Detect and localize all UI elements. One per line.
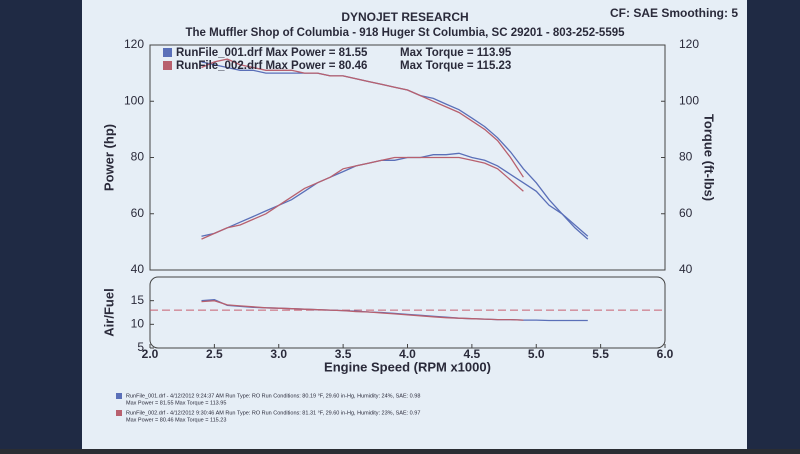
company: DYNOJET RESEARCH — [341, 10, 468, 24]
y-tick-label: 80 — [131, 150, 145, 164]
series-line — [201, 156, 524, 240]
x-tick-label: 4.5 — [464, 347, 481, 361]
footer-swatch — [116, 410, 122, 416]
legend-label: Max Torque = 115.23 — [400, 60, 511, 72]
paper — [82, 0, 747, 449]
series-line — [201, 58, 524, 178]
x-tick-label: 4.0 — [399, 347, 416, 361]
y2-tick-label: 60 — [679, 206, 693, 220]
y2-tick-label: 80 — [679, 150, 693, 164]
y2-tick-label: 100 — [679, 93, 699, 107]
legend-swatch — [163, 48, 172, 57]
x-tick-label: 6.0 — [657, 347, 674, 361]
footer-line: Max Power = 81.55 Max Torque = 113.95 — [126, 400, 226, 406]
x-tick-label: 2.0 — [142, 347, 159, 361]
legend-label: RunFile_002.drf Max Power = 80.46 — [176, 60, 367, 72]
y-tick-label: 5 — [137, 340, 144, 354]
series-line — [201, 152, 589, 237]
y-axis-label: Power (hp) — [101, 124, 116, 191]
x-tick-label: 5.5 — [592, 347, 609, 361]
y2-axis-label: Torque (ft-lbs) — [702, 114, 717, 201]
series-line — [201, 300, 524, 321]
y2-tick-label: 120 — [679, 37, 699, 51]
footer-swatch — [116, 393, 122, 399]
legend-swatch — [163, 61, 172, 70]
footer-line: RunFile_001.drf - 4/12/2012 9:24:37 AM R… — [126, 393, 420, 399]
settings: CF: SAE Smoothing: 5 — [610, 6, 738, 20]
y-tick-label: 10 — [131, 317, 145, 331]
y-tick-label: 100 — [124, 93, 144, 107]
x-tick-label: 3.5 — [335, 347, 352, 361]
footer-line: RunFile_002.drf - 4/12/2012 9:30:46 AM R… — [126, 410, 420, 416]
x-tick-label: 5.0 — [528, 347, 545, 361]
footer-line: Max Power = 80.46 Max Torque = 115.23 — [126, 417, 226, 423]
y2-tick-label: 40 — [679, 262, 693, 276]
x-tick-label: 3.0 — [270, 347, 287, 361]
y-tick-label: 60 — [131, 206, 145, 220]
legend-label: RunFile_001.drf Max Power = 81.55 — [176, 47, 368, 59]
y-axis-label: Air/Fuel — [101, 288, 116, 336]
x-axis-label: Engine Speed (RPM x1000) — [324, 359, 491, 374]
y-tick-label: 15 — [131, 293, 145, 307]
shop: The Muffler Shop of Columbia - 918 Huger… — [185, 27, 625, 39]
y-tick-label: 40 — [131, 262, 145, 276]
x-tick-label: 2.5 — [206, 347, 223, 361]
y-tick-label: 120 — [124, 37, 144, 51]
legend-label: Max Torque = 113.95 — [400, 47, 512, 59]
